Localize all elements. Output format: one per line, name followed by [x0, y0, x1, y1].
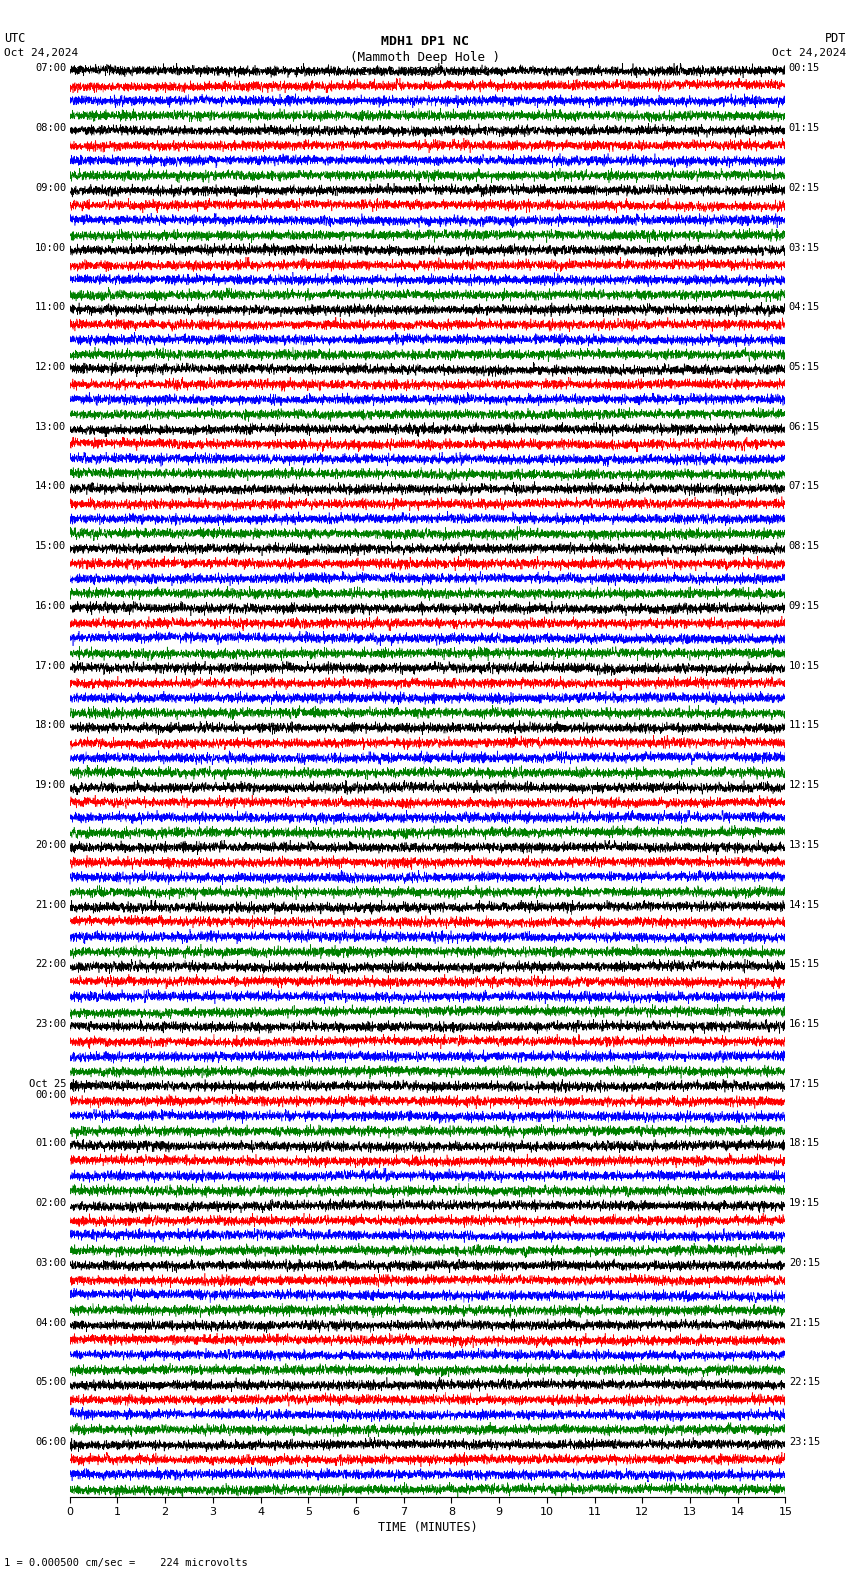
- Text: 16:15: 16:15: [789, 1019, 820, 1030]
- Text: 23:15: 23:15: [789, 1437, 820, 1448]
- Text: 08:15: 08:15: [789, 542, 820, 551]
- Text: 11:00: 11:00: [35, 303, 66, 312]
- Text: 20:00: 20:00: [35, 840, 66, 851]
- Text: 02:15: 02:15: [789, 182, 820, 193]
- Text: 13:00: 13:00: [35, 421, 66, 432]
- Text: 09:15: 09:15: [789, 600, 820, 611]
- Text: 17:00: 17:00: [35, 661, 66, 670]
- Text: 06:00: 06:00: [35, 1437, 66, 1448]
- Text: 03:00: 03:00: [35, 1258, 66, 1267]
- Text: 16:00: 16:00: [35, 600, 66, 611]
- Text: 04:15: 04:15: [789, 303, 820, 312]
- Text: 15:15: 15:15: [789, 960, 820, 969]
- Text: 23:00: 23:00: [35, 1019, 66, 1030]
- Text: 1 = 0.000500 cm/sec =    224 microvolts: 1 = 0.000500 cm/sec = 224 microvolts: [4, 1559, 248, 1568]
- Text: Oct 25
00:00: Oct 25 00:00: [29, 1079, 66, 1101]
- Text: 22:00: 22:00: [35, 960, 66, 969]
- Text: 15:00: 15:00: [35, 542, 66, 551]
- Text: 12:00: 12:00: [35, 363, 66, 372]
- Text: 07:15: 07:15: [789, 482, 820, 491]
- Text: 01:15: 01:15: [789, 124, 820, 133]
- Text: 22:15: 22:15: [789, 1378, 820, 1388]
- Text: 05:00: 05:00: [35, 1378, 66, 1388]
- Text: 14:15: 14:15: [789, 900, 820, 909]
- Text: 11:15: 11:15: [789, 721, 820, 730]
- Text: Oct 24,2024: Oct 24,2024: [772, 48, 846, 57]
- Text: 04:00: 04:00: [35, 1318, 66, 1327]
- Text: 09:00: 09:00: [35, 182, 66, 193]
- Text: UTC: UTC: [4, 32, 26, 44]
- Text: 18:15: 18:15: [789, 1139, 820, 1148]
- Text: 19:15: 19:15: [789, 1198, 820, 1209]
- Text: MDH1 DP1 NC: MDH1 DP1 NC: [381, 35, 469, 48]
- Text: 12:15: 12:15: [789, 781, 820, 790]
- Text: PDT: PDT: [824, 32, 846, 44]
- Text: 18:00: 18:00: [35, 721, 66, 730]
- Text: 19:00: 19:00: [35, 781, 66, 790]
- Text: 13:15: 13:15: [789, 840, 820, 851]
- Text: 17:15: 17:15: [789, 1079, 820, 1088]
- Text: 21:00: 21:00: [35, 900, 66, 909]
- Text: 20:15: 20:15: [789, 1258, 820, 1267]
- Text: 10:00: 10:00: [35, 242, 66, 252]
- Text: 08:00: 08:00: [35, 124, 66, 133]
- Text: I = 0.000500 cm/sec: I = 0.000500 cm/sec: [361, 67, 489, 76]
- Text: (Mammoth Deep Hole ): (Mammoth Deep Hole ): [350, 51, 500, 63]
- Text: 01:00: 01:00: [35, 1139, 66, 1148]
- Text: 06:15: 06:15: [789, 421, 820, 432]
- Text: 03:15: 03:15: [789, 242, 820, 252]
- Text: 10:15: 10:15: [789, 661, 820, 670]
- Text: 14:00: 14:00: [35, 482, 66, 491]
- Text: 07:00: 07:00: [35, 63, 66, 73]
- X-axis label: TIME (MINUTES): TIME (MINUTES): [377, 1522, 478, 1535]
- Text: 02:00: 02:00: [35, 1198, 66, 1209]
- Text: 00:15: 00:15: [789, 63, 820, 73]
- Text: Oct 24,2024: Oct 24,2024: [4, 48, 78, 57]
- Text: 21:15: 21:15: [789, 1318, 820, 1327]
- Text: 05:15: 05:15: [789, 363, 820, 372]
